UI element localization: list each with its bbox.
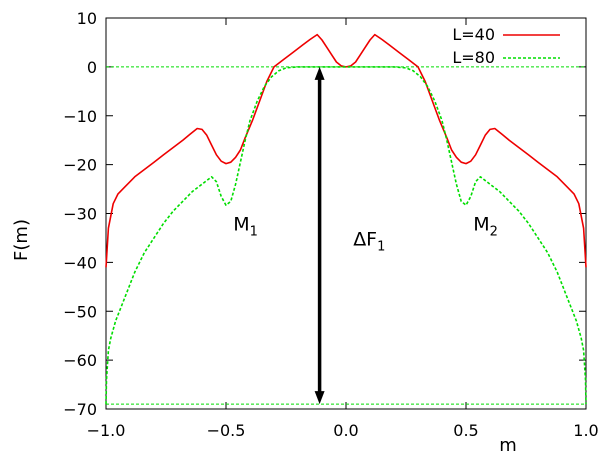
arrow-head-top bbox=[314, 66, 325, 80]
y-tick-label: 0 bbox=[87, 58, 97, 77]
y-tick-label: −20 bbox=[63, 156, 97, 175]
y-axis: 10 0 −10 −20 −30 −40 −50 −60 −70 bbox=[63, 9, 586, 419]
y-tick-label: −60 bbox=[63, 351, 97, 370]
annotation-m1: M1 bbox=[233, 214, 258, 240]
annotation-m2: M2 bbox=[473, 214, 498, 240]
delta-arrow bbox=[314, 66, 325, 405]
y-tick-label: 10 bbox=[77, 9, 97, 28]
plot-frame bbox=[105, 17, 587, 410]
y-tick-label: −10 bbox=[63, 107, 97, 126]
arrow-head-bottom bbox=[314, 391, 325, 405]
series-line-l40 bbox=[105, 33, 587, 268]
x-tick-label: 1.0 bbox=[573, 421, 598, 440]
annotations: M1 M2 ΔF1 bbox=[233, 214, 498, 255]
y-axis-title: F(m) bbox=[11, 219, 32, 261]
x-tick-label: 0.5 bbox=[453, 421, 478, 440]
legend: L=40 L=80 bbox=[452, 25, 560, 67]
series-line-l80 bbox=[105, 66, 587, 405]
y-tick-label: −70 bbox=[63, 400, 97, 419]
x-tick-label: −0.5 bbox=[207, 421, 246, 440]
y-tick-label: −30 bbox=[63, 205, 97, 224]
legend-label-l80: L=80 bbox=[452, 48, 495, 67]
y-tick-label: −50 bbox=[63, 302, 97, 321]
x-tick-label: 0.0 bbox=[333, 421, 358, 440]
x-axis: −1.0 −0.5 0.0 0.5 1.0 bbox=[87, 18, 599, 440]
legend-label-l40: L=40 bbox=[452, 25, 495, 44]
reference-lines bbox=[106, 66, 586, 405]
y-tick-label: −40 bbox=[63, 253, 97, 272]
annotation-df1: ΔF1 bbox=[353, 228, 385, 254]
plot-frame-group bbox=[105, 17, 587, 410]
series-layer bbox=[105, 33, 587, 405]
x-axis-title: m bbox=[499, 435, 517, 455]
x-tick-label: −1.0 bbox=[87, 421, 126, 440]
